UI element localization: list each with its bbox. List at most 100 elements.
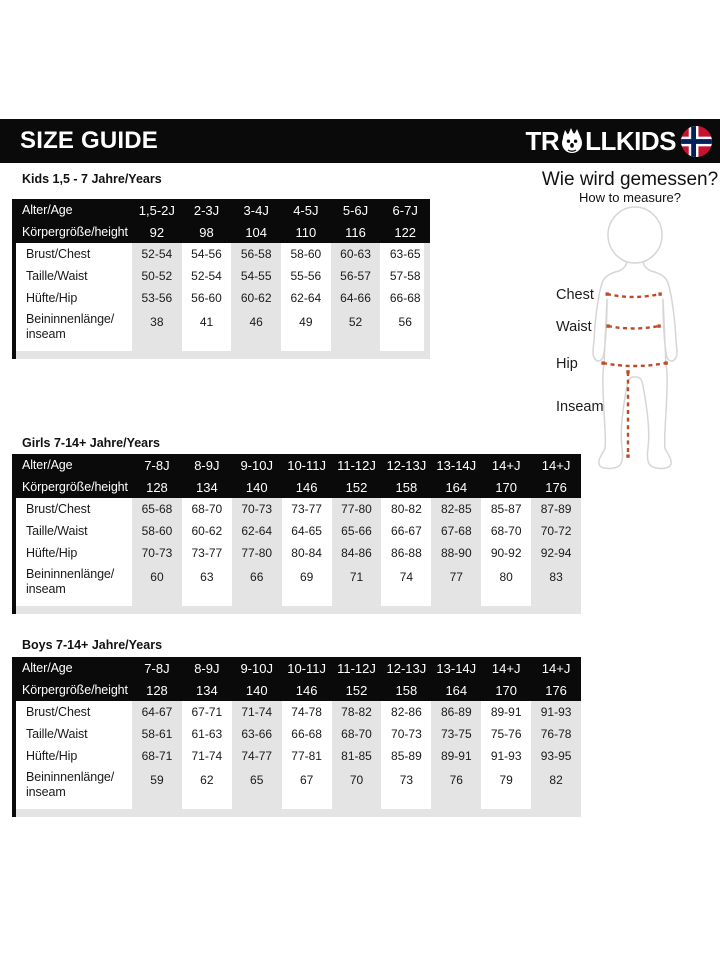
troll-face-icon [562, 128, 583, 153]
value-cell: 76-78 [540, 727, 572, 741]
header-value-cell: 14+J [491, 457, 521, 473]
chest-measure-line [606, 292, 661, 299]
measure-title: Wie wird gemessen? [541, 169, 719, 190]
header-value-cell: 9-10J [240, 457, 273, 473]
table-row: Brust/Chest 65-68 68-70 70-73 73-77 77-80 80-8… [16, 498, 581, 520]
value-cell: 53-56 [141, 291, 173, 305]
header-label-cell: Körpergröße/height [22, 480, 128, 494]
value-cell: 91-93 [481, 745, 532, 767]
header-value-cell: 164 [445, 682, 468, 698]
row-label-cell: Taille/Waist [16, 723, 132, 745]
size-table: Alter/Age 7-8J 8-9J 9-10J 10-11J 11-12J 12-13J… [12, 454, 581, 614]
header-value-cell: 14+J [541, 660, 571, 676]
value-cell: 54-56 [181, 243, 232, 265]
table-body: Brust/Chest 64-67 67-71 71-74 74-78 78-82 82-8… [12, 701, 581, 817]
section-title: Girls 7-14+ Jahre/Years [22, 436, 160, 450]
value-cell: 87-89 [540, 502, 572, 516]
header-value-cell: 12-13J [386, 660, 427, 676]
value-cell: 60 [150, 570, 164, 584]
value-cell: 65-66 [341, 524, 372, 538]
value-cell: 66-68 [380, 287, 431, 309]
value-cell: 82-86 [381, 701, 432, 723]
header-value-cell: 7-8J [144, 660, 170, 676]
value-cell: 74 [381, 564, 432, 606]
value-cell: 76 [449, 773, 463, 787]
table-row: Taille/Waist 58-60 60-62 62-64 64-65 65-66 66-… [16, 520, 581, 542]
value-cell: 88-90 [440, 546, 472, 560]
table-row: Brust/Chest 64-67 67-71 71-74 74-78 78-82 82-8… [16, 701, 581, 723]
row-label-cell: Hüfte/Hip [16, 542, 132, 564]
header-value-cell: 13-14J [436, 457, 477, 473]
table-header-row: Alter/Age 1,5-2J 2-3J 3-4J 4-5J 5-6J 6-7J [12, 199, 430, 221]
table-row: Brust/Chest 52-54 54-56 56-58 58-60 60-63 63-6… [16, 243, 431, 265]
value-cell: 75-76 [481, 723, 532, 745]
header-value-cell: 128 [146, 479, 168, 495]
body-head [607, 206, 663, 264]
value-cell: 46 [249, 315, 263, 329]
row-label-cell: Brust/Chest [16, 243, 132, 265]
value-cell: 63 [181, 564, 232, 606]
value-cell: 70-73 [241, 502, 273, 516]
chest-label: Chest [556, 287, 594, 303]
table-row: Beininnenlänge/ inseam 59 62 65 67 70 73 76 79 82 [16, 767, 581, 809]
header-value-cell: 146 [295, 682, 318, 698]
header-value-cell: 146 [295, 479, 318, 495]
row-label-cell: Hüfte/Hip [16, 287, 132, 309]
value-cell: 59 [150, 773, 164, 787]
value-cell: 60-62 [181, 520, 232, 542]
value-cell: 56-58 [240, 247, 272, 261]
header-value-cell: 5-6J [342, 202, 369, 218]
header-label-cell: Alter/Age [22, 203, 73, 217]
value-cell: 60-63 [340, 247, 371, 261]
value-cell: 67-68 [440, 524, 472, 538]
value-cell: 90-92 [481, 542, 532, 564]
value-cell: 77-80 [341, 502, 372, 516]
header-value-cell: 140 [245, 682, 268, 698]
header-value-cell: 158 [395, 682, 418, 698]
value-cell: 85-89 [381, 745, 432, 767]
table-header-row: Körpergröße/height 92 98 104 110 116 122 [12, 221, 430, 243]
header-value-cell: 152 [345, 682, 368, 698]
header-value-cell: 176 [545, 479, 567, 495]
header-value-cell: 9-10J [240, 660, 273, 676]
value-cell: 67-71 [181, 701, 232, 723]
table-body: Brust/Chest 65-68 68-70 70-73 73-77 77-80 80-8… [12, 498, 581, 614]
value-cell: 50-52 [141, 269, 173, 283]
row-label-cell: Beininnenlänge/ inseam [16, 309, 132, 351]
table-header-row: Körpergröße/height 128 134 140 146 152 158 164 1… [12, 679, 581, 701]
header-value-cell: 13-14J [436, 660, 477, 676]
inseam-label: Inseam [556, 399, 604, 415]
header-value-cell: 116 [345, 224, 366, 240]
value-cell: 78-82 [341, 705, 372, 719]
table-body: Brust/Chest 52-54 54-56 56-58 58-60 60-63 63-6… [12, 243, 431, 359]
value-cell: 65-68 [141, 502, 173, 516]
header-value-cell: 14+J [541, 457, 571, 473]
body-measurement-diagram: Chest Waist Hip Inseam [556, 206, 678, 470]
value-cell: 68-70 [341, 727, 372, 741]
waist-measure-line [607, 324, 660, 330]
value-cell: 83 [549, 570, 563, 584]
brand-text-suffix: LLKIDS [585, 125, 676, 156]
section-title: Boys 7-14+ Jahre/Years [22, 638, 163, 652]
value-cell: 57-58 [380, 265, 431, 287]
row-label-cell: Taille/Waist [16, 520, 132, 542]
value-cell: 89-91 [440, 749, 472, 763]
header-value-cell: 140 [245, 479, 268, 495]
value-cell: 80 [481, 564, 532, 606]
header-value-cell: 164 [445, 479, 468, 495]
value-cell: 49 [281, 309, 331, 351]
header-value-cell: 14+J [491, 660, 521, 676]
table-header: Alter/Age 7-8J 8-9J 9-10J 10-11J 11-12J 12-13J… [12, 454, 581, 498]
value-cell: 64-65 [281, 520, 332, 542]
value-cell: 68-71 [141, 749, 173, 763]
row-label-cell: Brust/Chest [16, 701, 132, 723]
value-cell: 52-54 [181, 265, 232, 287]
header-value-cell: 4-5J [293, 202, 319, 218]
header-value-cell: 98 [199, 224, 214, 240]
row-label-cell: Brust/Chest [16, 498, 132, 520]
value-cell: 89-91 [481, 701, 532, 723]
table-header: Alter/Age 1,5-2J 2-3J 3-4J 4-5J 5-6J 6-7J Körpe… [12, 199, 430, 243]
value-cell: 65 [250, 773, 264, 787]
value-cell: 64-67 [141, 705, 173, 719]
